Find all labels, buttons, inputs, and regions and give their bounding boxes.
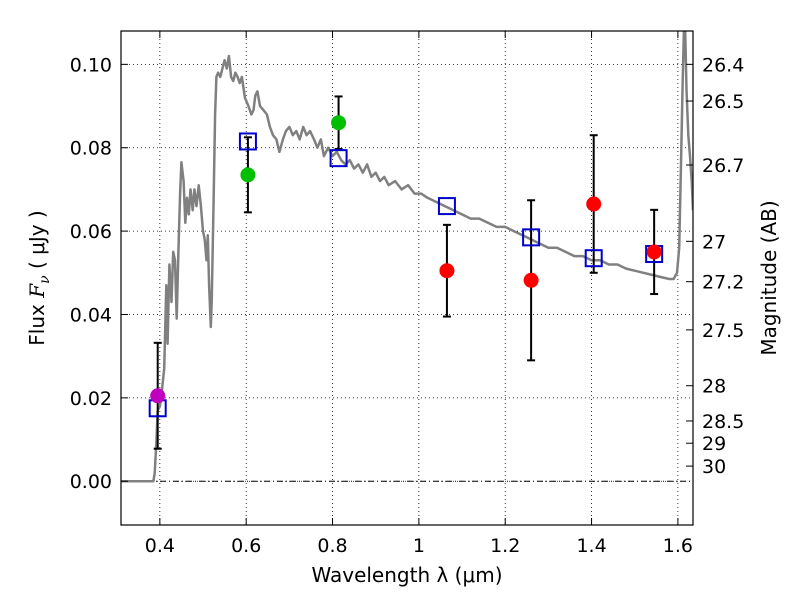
model-photometry-square bbox=[437, 197, 456, 216]
right-axis-label: Magnitude (AB) bbox=[757, 200, 781, 355]
y-tick-label: 0.00 bbox=[70, 471, 112, 493]
magnitude-tick-label: 26.4 bbox=[702, 54, 744, 76]
plot-area bbox=[121, 31, 693, 483]
x-tick-label: 1.4 bbox=[576, 535, 606, 557]
observed-data-point bbox=[240, 167, 256, 183]
sed-model-curve bbox=[121, 31, 693, 483]
x-tick-label: 0.6 bbox=[231, 535, 261, 557]
model-photometry-square bbox=[522, 228, 541, 247]
observed-data-point bbox=[646, 244, 662, 260]
observed-data-point bbox=[523, 272, 539, 288]
y-tick-label: 0.06 bbox=[70, 221, 112, 243]
observed-data-point bbox=[331, 115, 347, 131]
model-photometry-square bbox=[238, 132, 257, 151]
model-photometry-square bbox=[584, 249, 603, 268]
magnitude-tick-label: 30 bbox=[702, 456, 726, 478]
model-photometry-square bbox=[329, 149, 348, 168]
observed-data-point bbox=[586, 196, 602, 212]
y-tick-labels: 0.00 0.02 0.04 0.06 0.08 0.10 bbox=[70, 54, 112, 493]
magnitude-tick-label: 28.5 bbox=[702, 411, 744, 433]
magnitude-tick-label: 27 bbox=[702, 231, 726, 253]
observed-photometry-markers bbox=[150, 115, 662, 404]
observed-data-point bbox=[150, 388, 166, 404]
x-tick-label: 1.2 bbox=[490, 535, 520, 557]
plot-frame bbox=[120, 30, 694, 526]
magnitude-tick-label: 26.7 bbox=[702, 155, 744, 177]
y-tick-label: 0.04 bbox=[70, 304, 112, 326]
y-tick-label: 0.10 bbox=[70, 54, 112, 76]
x-tick-label: 1.6 bbox=[663, 535, 693, 557]
x-tick-label: 1 bbox=[413, 535, 425, 557]
grid bbox=[121, 31, 693, 525]
magnitude-tick-label: 27.5 bbox=[702, 320, 744, 342]
y-tick-label: 0.08 bbox=[70, 138, 112, 160]
magnitude-tick-label: 28 bbox=[702, 376, 726, 398]
magnitude-tick-label: 29 bbox=[702, 433, 726, 455]
y-axis-label: Flux Fν ( μJy ) bbox=[25, 210, 53, 345]
axis-ticks bbox=[121, 31, 693, 525]
magnitude-tick-label: 27.2 bbox=[702, 272, 744, 294]
x-tick-label: 0.4 bbox=[145, 535, 175, 557]
magnitude-tick-label: 26.5 bbox=[702, 91, 744, 113]
observed-data-point bbox=[439, 263, 455, 279]
x-axis-label: Wavelength λ (μm) bbox=[311, 563, 502, 587]
x-tick-label: 0.8 bbox=[317, 535, 347, 557]
y-tick-label: 0.02 bbox=[70, 388, 112, 410]
x-tick-labels: 0.4 0.6 0.8 1 1.2 1.4 1.6 bbox=[145, 535, 693, 557]
